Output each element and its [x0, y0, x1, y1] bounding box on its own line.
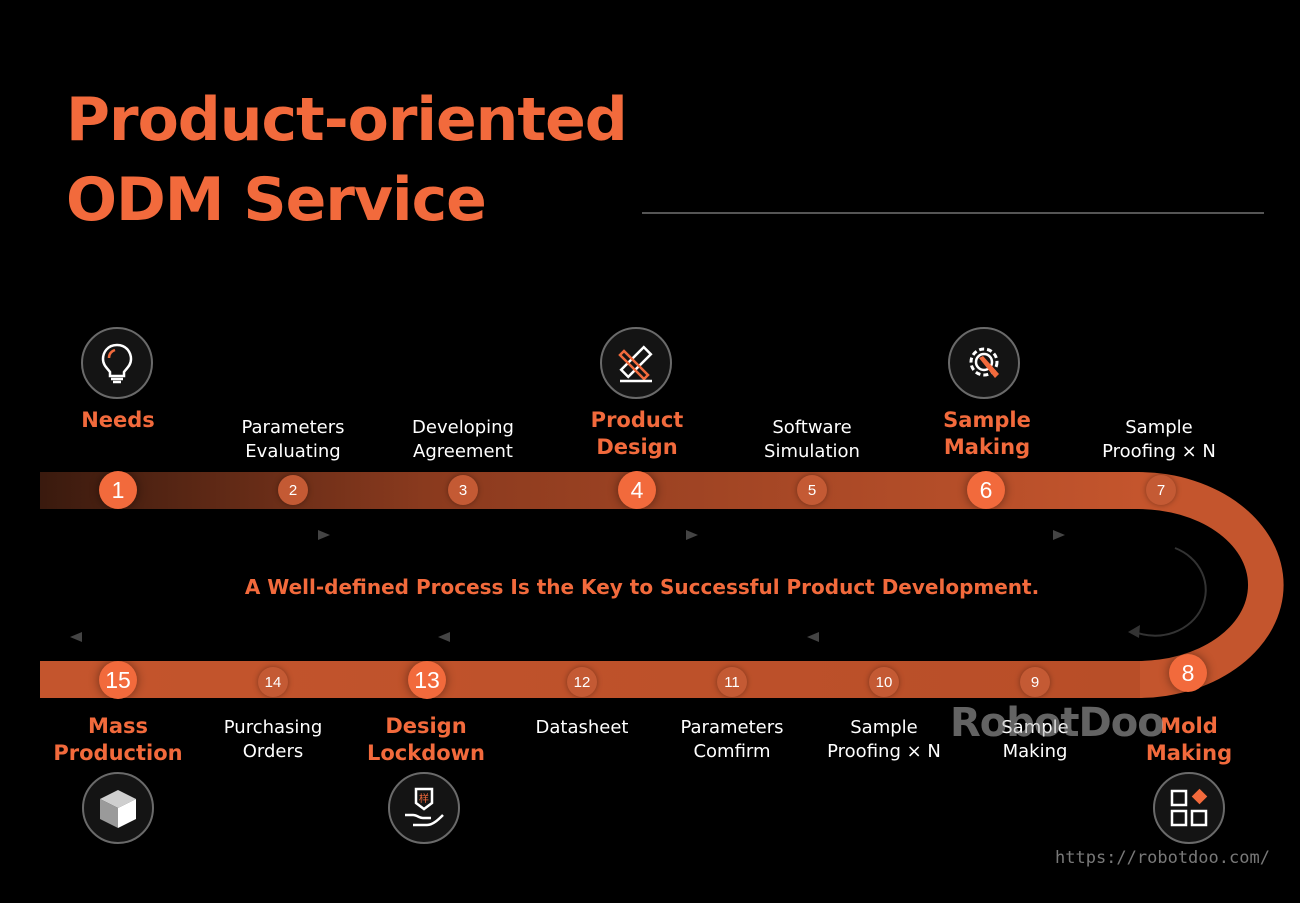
- step-1-label-line1: Needs: [81, 408, 155, 432]
- step-2-label-line1: Parameters: [241, 417, 345, 438]
- step-15-badge: 15: [99, 661, 137, 699]
- step-15-label-line1: Mass: [87, 714, 149, 738]
- step-3-label-line1: Developing: [412, 417, 514, 438]
- step-4-badge: 4: [618, 471, 656, 509]
- step-2-label-line2: Evaluating: [245, 441, 341, 462]
- grid-blocks-icon: [1153, 772, 1225, 844]
- pencil-ruler-icon: [600, 327, 672, 399]
- step-12-label-line1: Datasheet: [535, 717, 629, 738]
- step-1-label: Needs: [33, 407, 203, 434]
- step-7-badge: 7: [1146, 475, 1176, 505]
- flow-arrowhead-left-2: [438, 632, 450, 642]
- lightbulb-icon: [81, 327, 153, 399]
- svg-text:样: 样: [419, 792, 429, 805]
- title-line-1: Product-oriented: [66, 85, 628, 155]
- step-3-label: Developing Agreement: [378, 416, 548, 464]
- step-13-label-line2: Lockdown: [366, 741, 486, 765]
- step-9-label-line2: Making: [1002, 741, 1068, 762]
- inner-curve-arrowhead: [1128, 625, 1140, 638]
- step-13-label: Design Lockdown: [341, 713, 511, 767]
- step-9-label: Sample Making: [950, 716, 1120, 764]
- flow-arrowhead-right-3: [1053, 530, 1065, 540]
- step-5-label-line2: Simulation: [764, 441, 860, 462]
- step-15-label: Mass Production: [33, 713, 203, 767]
- step-8-label-line2: Making: [1145, 741, 1233, 765]
- step-8-badge: 8: [1169, 654, 1207, 692]
- flow-arrowhead-left-1: [70, 632, 82, 642]
- step-14-label-line1: Purchasing: [223, 717, 323, 738]
- step-5-badge: 5: [797, 475, 827, 505]
- step-8-label: Mold Making: [1104, 713, 1274, 767]
- step-9-label-line1: Sample: [1001, 717, 1069, 738]
- step-6-label-line2: Making: [943, 435, 1031, 459]
- step-6-label: Sample Making: [902, 407, 1072, 461]
- step-4-label: Product Design: [552, 407, 722, 461]
- step-15-label-line2: Production: [53, 741, 183, 765]
- step-6-badge: 6: [967, 471, 1005, 509]
- step-7-label-line2: Proofing × N: [1102, 441, 1216, 462]
- brand-watermark: RobotDoo: [950, 700, 1165, 746]
- step-2-label: Parameters Evaluating: [208, 416, 378, 464]
- step-4-label-line2: Design: [596, 435, 678, 459]
- step-2-badge: 2: [278, 475, 308, 505]
- track-u-turn: [1138, 472, 1284, 698]
- step-14-label-line2: Orders: [242, 741, 304, 762]
- step-8-label-line1: Mold: [1160, 714, 1218, 738]
- cube-icon: [82, 772, 154, 844]
- inner-curve-arrow: [1134, 547, 1207, 637]
- step-12-label: Datasheet: [497, 716, 667, 740]
- gear-wrench-icon: [948, 327, 1020, 399]
- track-top-band: [40, 472, 1140, 509]
- step-7-label: Sample Proofing × N: [1074, 416, 1244, 464]
- flow-arrowhead-left-3: [807, 632, 819, 642]
- process-tagline: A Well-defined Process Is the Key to Suc…: [244, 575, 1040, 599]
- step-11-badge: 11: [717, 667, 747, 697]
- step-14-badge: 14: [258, 667, 288, 697]
- step-3-label-line2: Agreement: [413, 441, 513, 462]
- step-10-label: Sample Proofing × N: [799, 716, 969, 764]
- step-13-label-line1: Design: [385, 714, 467, 738]
- step-11-label-line1: Parameters: [680, 717, 784, 738]
- step-3-badge: 3: [448, 475, 478, 505]
- step-9-badge: 9: [1020, 667, 1050, 697]
- step-14-label: Purchasing Orders: [188, 716, 358, 764]
- step-12-badge: 12: [567, 667, 597, 697]
- step-1-badge: 1: [99, 471, 137, 509]
- step-5-label: Software Simulation: [727, 416, 897, 464]
- hand-stamp-icon: 样: [388, 772, 460, 844]
- title-line-2: ODM Service: [66, 165, 487, 235]
- step-11-label-line2: Comfirm: [693, 741, 771, 762]
- step-10-label-line1: Sample: [850, 717, 918, 738]
- step-11-label: Parameters Comfirm: [647, 716, 817, 764]
- page-title: Product-oriented ODM Service: [66, 80, 628, 240]
- title-divider: [642, 212, 1264, 214]
- url-watermark: https://robotdoo.com/: [1055, 848, 1270, 868]
- step-13-badge: 13: [408, 661, 446, 699]
- step-5-label-line1: Software: [772, 417, 852, 438]
- step-10-badge: 10: [869, 667, 899, 697]
- flow-arrowhead-right-2: [686, 530, 698, 540]
- step-10-label-line2: Proofing × N: [827, 741, 941, 762]
- flow-arrowhead-right-1: [318, 530, 330, 540]
- step-4-label-line1: Product: [590, 408, 684, 432]
- step-6-label-line1: Sample: [943, 408, 1031, 432]
- step-7-label-line1: Sample: [1125, 417, 1193, 438]
